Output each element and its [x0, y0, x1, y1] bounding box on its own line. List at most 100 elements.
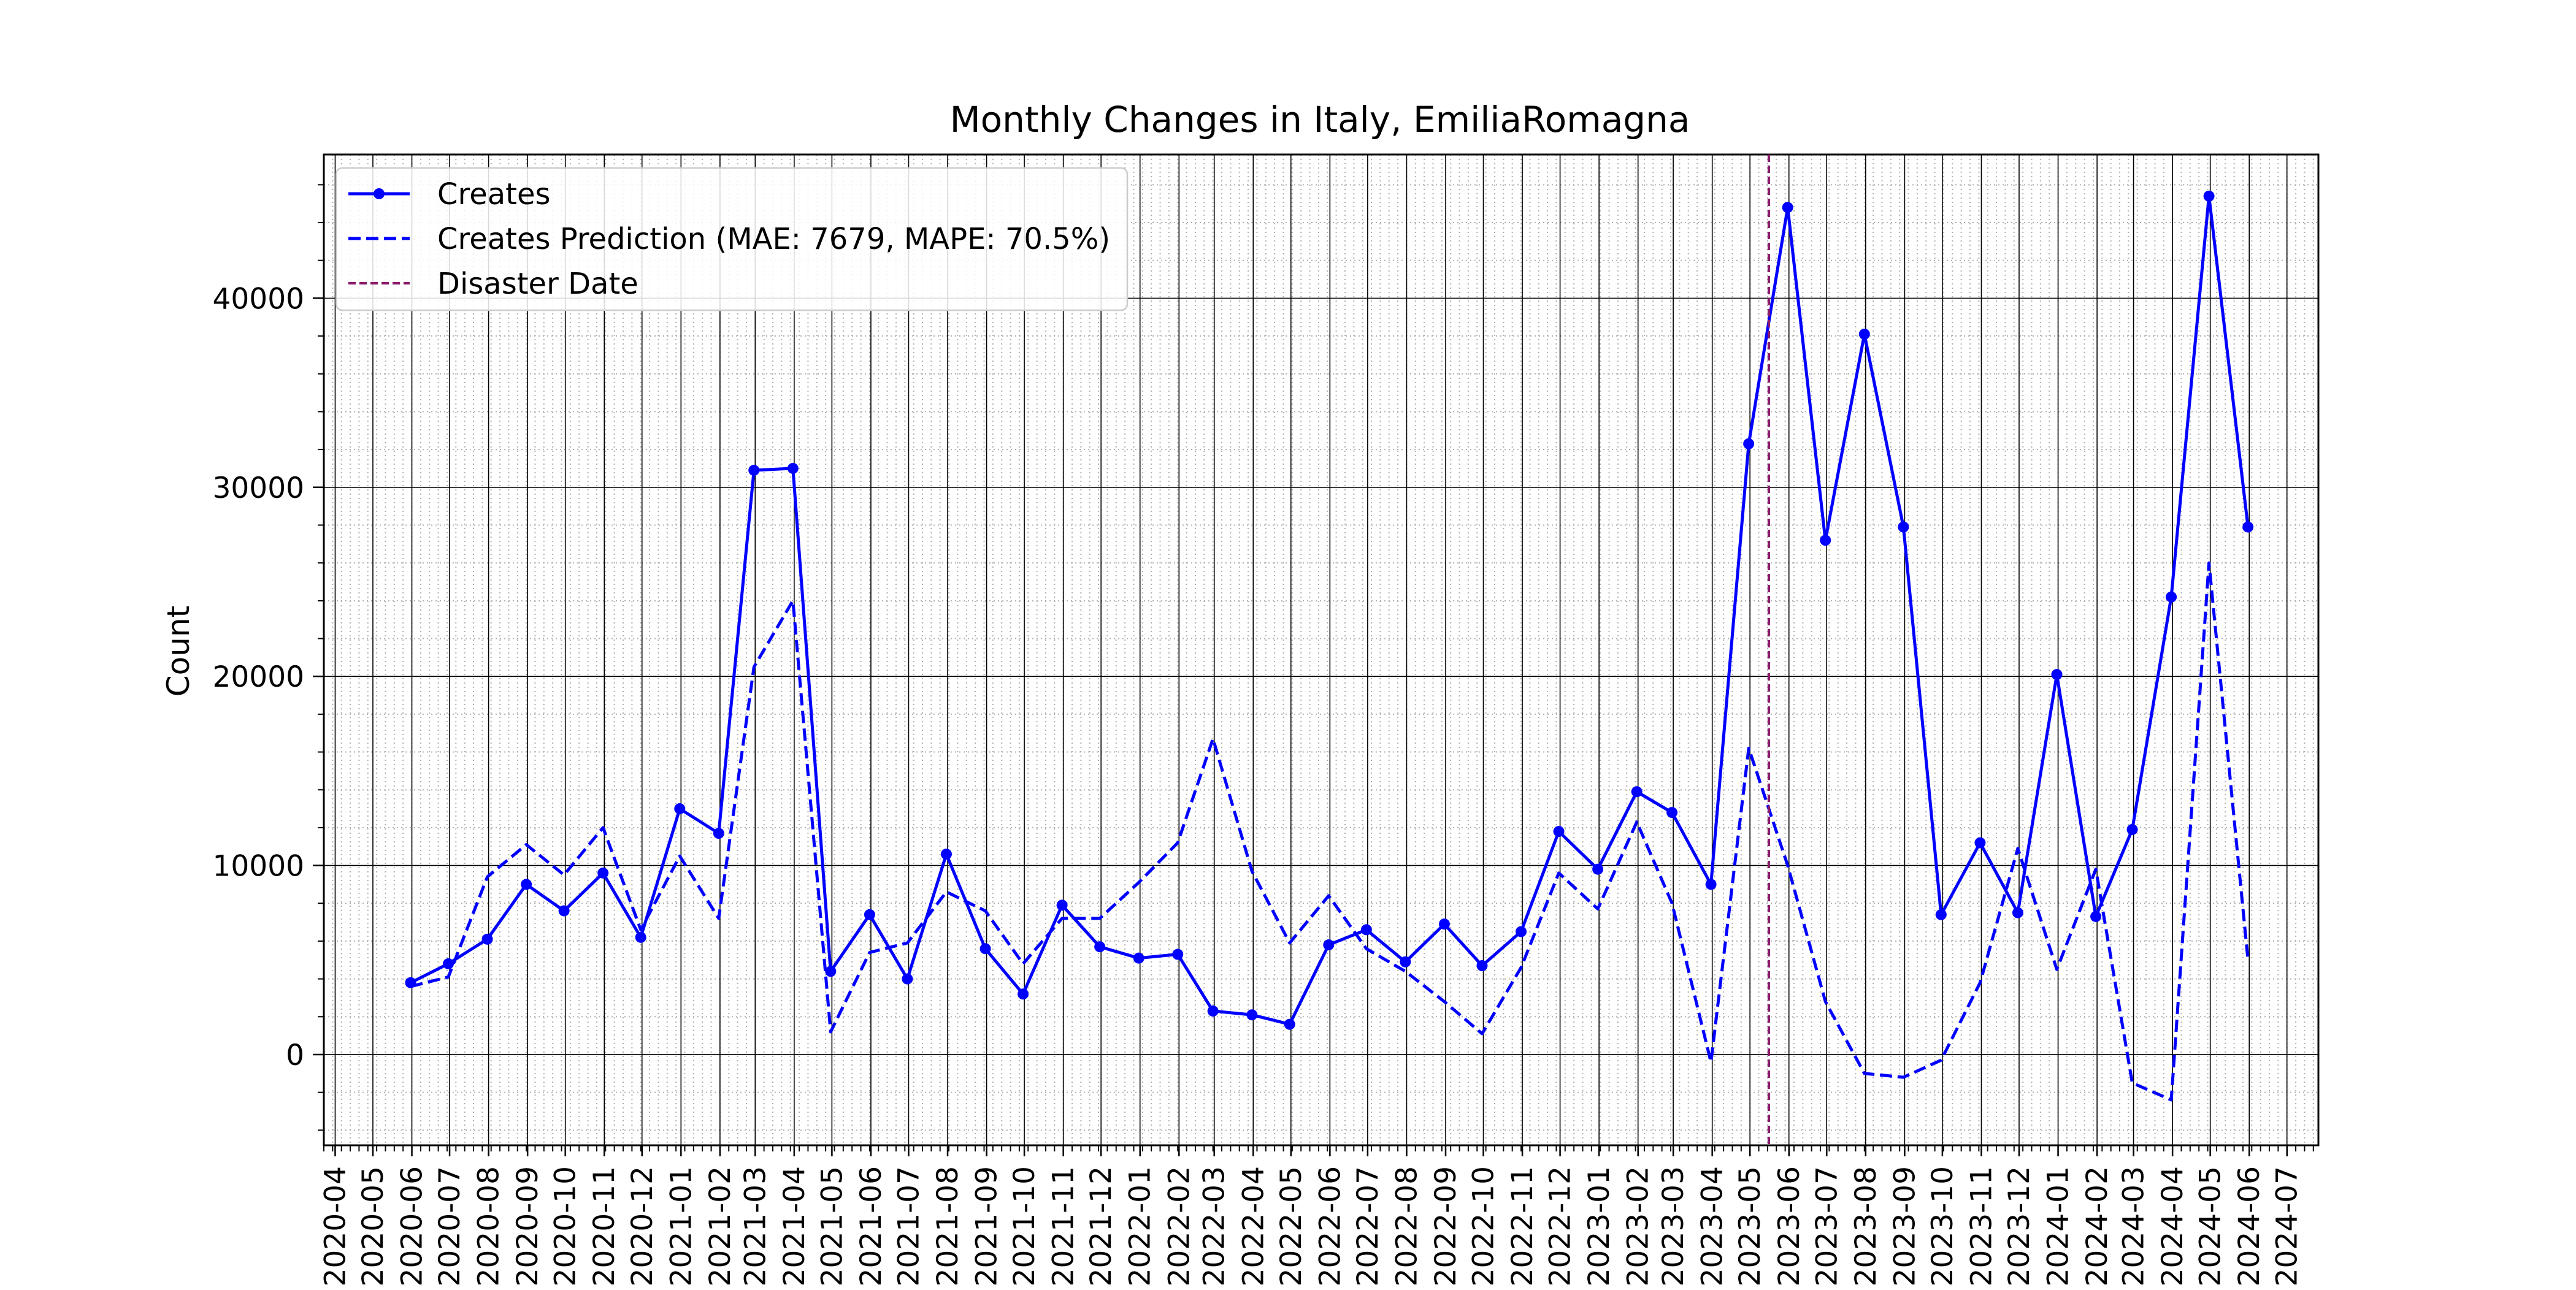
x-tick-label: 2020-12 [626, 1166, 659, 1286]
series-line [410, 561, 2250, 1102]
x-tick-label: 2020-09 [511, 1166, 545, 1286]
x-tick-label: 2020-11 [588, 1166, 621, 1286]
legend-label: Disaster Date [437, 267, 638, 301]
x-tick-label: 2023-08 [1849, 1166, 1883, 1286]
x-tick-label: 2023-05 [1733, 1166, 1767, 1286]
legend-entry: Disaster Date [348, 267, 638, 301]
x-tick-label: 2024-06 [2233, 1166, 2266, 1286]
x-tick-label: 2024-05 [2194, 1166, 2228, 1286]
data-point [1246, 1009, 1258, 1021]
x-tick-label: 2022-07 [1351, 1166, 1385, 1286]
y-axis: 0 10000 20000 30000 40000 [212, 184, 324, 1131]
x-tick-label: 2023-09 [1888, 1166, 1922, 1286]
data-point [2242, 521, 2254, 533]
chart-title: Monthly Changes in Italy, EmiliaRomagna [950, 99, 1690, 140]
data-point [979, 943, 991, 955]
data-point [864, 909, 875, 920]
data-point [748, 465, 760, 476]
plot-area: 2020-04 2020-05 2020-06 2020-07 2020-08 2020-… [212, 153, 2320, 1286]
x-tick-label: 2022-06 [1313, 1166, 1347, 1286]
x-tick-label: 2021-07 [892, 1166, 926, 1286]
data-point [1323, 939, 1335, 951]
x-tick-label: 2024-03 [2117, 1166, 2151, 1286]
legend-label: Creates Prediction (MAE: 7679, MAPE: 70.… [437, 222, 1110, 256]
x-tick-label: 2022-04 [1236, 1166, 1270, 1286]
x-tick-label: 2020-10 [549, 1166, 583, 1286]
y-tick-label: 40000 [212, 282, 304, 316]
x-tick-label: 2021-04 [778, 1166, 811, 1286]
legend: Creates Creates Prediction (MAE: 7679, MA… [335, 167, 1129, 311]
y-tick-label: 0 [286, 1039, 304, 1072]
x-tick-label: 2024-07 [2271, 1166, 2304, 1286]
axes-frame [323, 153, 2320, 1147]
y-tick-label: 20000 [212, 660, 304, 694]
x-tick-label: 2021-11 [1047, 1166, 1081, 1286]
x-tick-label: 2021-10 [1008, 1166, 1041, 1286]
data-point [1360, 924, 1372, 936]
data-point [674, 803, 686, 815]
x-tick-label: 2022-10 [1467, 1166, 1501, 1286]
data-point [1858, 328, 1870, 340]
data-point [1476, 960, 1488, 972]
x-tick-label: 2023-06 [1773, 1166, 1806, 1286]
legend-label: Creates [437, 177, 551, 212]
y-tick-label: 30000 [212, 471, 304, 505]
data-point [521, 879, 532, 890]
legend-marker [374, 188, 385, 199]
x-tick-label: 2022-02 [1162, 1166, 1196, 1286]
data-point [635, 931, 646, 943]
x-tick-label: 2020-08 [472, 1166, 506, 1286]
data-point [1553, 826, 1565, 838]
data-point [2051, 669, 2063, 681]
data-point [1207, 1006, 1219, 1017]
x-tick-label: 2023-12 [2003, 1166, 2036, 1286]
x-tick-label: 2022-05 [1275, 1166, 1308, 1286]
data-point [1782, 202, 1793, 213]
data-point [1898, 521, 1909, 533]
x-tick-label: 2021-08 [931, 1166, 965, 1286]
data-point [558, 905, 570, 917]
x-tick-label: 2021-09 [970, 1166, 1004, 1286]
data-point [787, 462, 799, 474]
x-tick-label: 2020-06 [396, 1166, 429, 1286]
data-point [1820, 535, 1831, 546]
data-point [2126, 823, 2138, 835]
data-point [713, 828, 724, 839]
x-tick-label: 2020-04 [318, 1166, 352, 1286]
x-tick-label: 2023-11 [1965, 1166, 1998, 1286]
data-point [2203, 190, 2215, 202]
data-point [1705, 879, 1717, 890]
legend-entry: Creates Prediction (MAE: 7679, MAPE: 70.… [348, 222, 1110, 256]
x-tick-label: 2022-01 [1124, 1166, 1157, 1286]
x-tick-label: 2023-01 [1582, 1166, 1616, 1286]
x-tick-label: 2021-06 [854, 1166, 888, 1286]
y-axis-label: Count [161, 606, 196, 697]
series-creates [405, 190, 2254, 1030]
x-tick-label: 2023-10 [1926, 1166, 1960, 1286]
x-tick-label: 2021-02 [703, 1166, 737, 1286]
x-tick-label: 2023-02 [1622, 1166, 1655, 1286]
data-point [1133, 952, 1144, 964]
data-point [597, 867, 609, 879]
legend-box [335, 167, 1129, 311]
x-tick-label: 2021-03 [738, 1166, 772, 1286]
data-point [1631, 786, 1643, 798]
x-tick-label: 2020-07 [433, 1166, 467, 1286]
x-tick-label: 2022-03 [1198, 1166, 1232, 1286]
x-tick-label: 2024-04 [2156, 1166, 2190, 1286]
x-tick-label: 2022-08 [1390, 1166, 1424, 1286]
x-tick-label: 2023-04 [1696, 1166, 1730, 1286]
legend-entry: Creates [348, 177, 551, 212]
grid [324, 155, 2318, 1145]
x-tick-label: 2022-11 [1506, 1166, 1539, 1286]
data-point [1438, 918, 1450, 930]
data-point [902, 973, 913, 985]
x-tick-label: 2023-03 [1657, 1166, 1690, 1286]
data-point [1743, 438, 1755, 449]
data-point [1592, 863, 1604, 875]
data-point [1935, 909, 1947, 920]
x-tick-label: 2022-09 [1429, 1166, 1463, 1286]
data-point [1056, 899, 1068, 911]
